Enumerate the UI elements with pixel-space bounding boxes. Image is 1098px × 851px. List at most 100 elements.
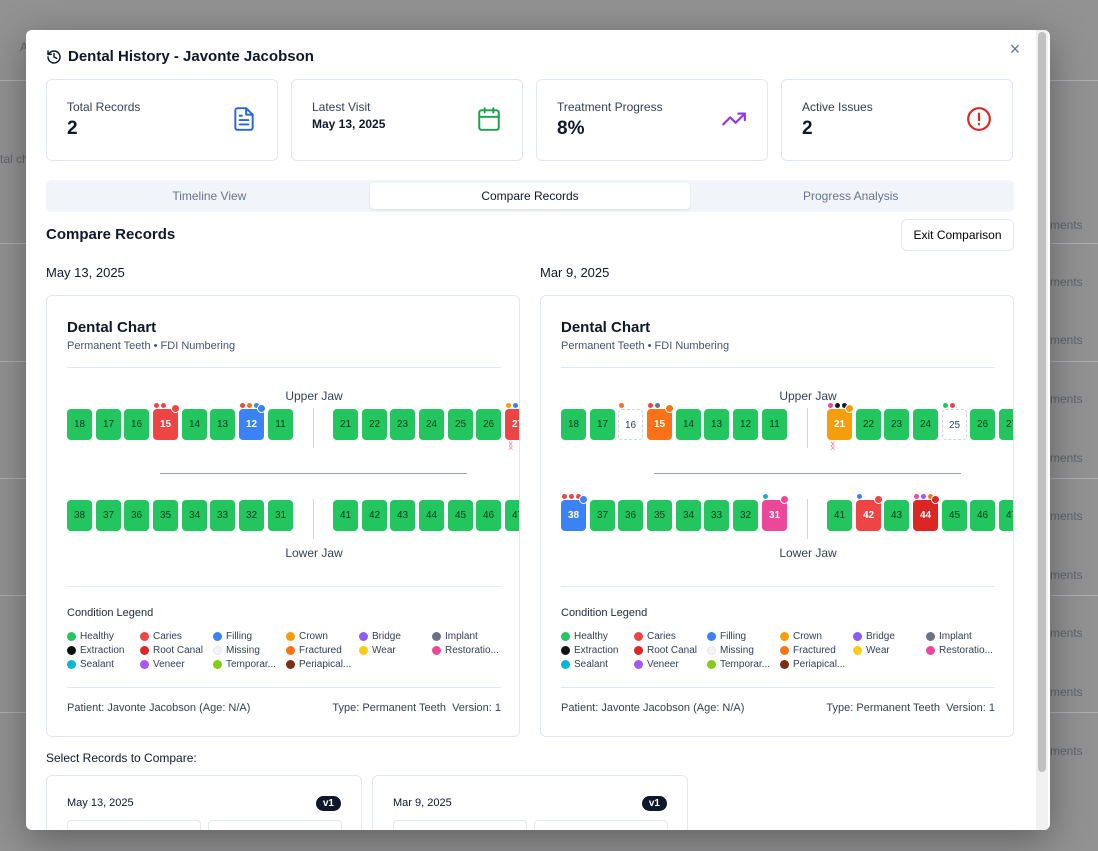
tooth-38[interactable]: 38 [67, 500, 92, 531]
legend-swatch [67, 632, 76, 641]
dental-history-dialog: Dental History - Javonte Jacobson Total … [26, 30, 1050, 830]
condition-marker [247, 403, 252, 408]
background-text: ments [1050, 685, 1083, 699]
legend-label: Healthy [80, 631, 114, 642]
record-select-option[interactable] [67, 820, 201, 830]
tooth-42[interactable]: 42 [856, 500, 881, 531]
tooth-44[interactable]: 44 [913, 500, 938, 531]
tooth-22[interactable]: 22 [362, 409, 387, 440]
tooth-27[interactable]: 27 [505, 409, 519, 440]
legend-swatch [707, 646, 716, 655]
tab-compare-records[interactable]: Compare Records [369, 183, 691, 209]
record-select-option[interactable] [534, 820, 668, 830]
tooth-25[interactable]: 25 [942, 409, 967, 440]
tooth-14[interactable]: 14 [676, 409, 701, 440]
tooth-26[interactable]: 26 [476, 409, 501, 440]
condition-marker [506, 403, 511, 408]
background-text: tal ch [0, 152, 29, 166]
tooth-35[interactable]: 35 [153, 500, 178, 531]
legend-label: Missing [226, 645, 260, 656]
tooth-46[interactable]: 46 [970, 500, 995, 531]
condition-marker [943, 403, 948, 408]
legend-item: Bridge [853, 631, 926, 642]
tooth-47[interactable]: 47 [505, 500, 519, 531]
tooth-32[interactable]: 32 [239, 500, 264, 531]
legend-label: Extraction [80, 645, 125, 656]
tooth-38[interactable]: 38 [561, 500, 586, 531]
tooth-44[interactable]: 44 [419, 500, 444, 531]
tooth-14[interactable]: 14 [182, 409, 207, 440]
tooth-21[interactable]: 21 [333, 409, 358, 440]
tooth-47[interactable]: 47 [999, 500, 1013, 531]
tooth-36[interactable]: 36 [124, 500, 149, 531]
record-select-option[interactable] [208, 820, 342, 830]
tooth-27[interactable]: 27 [999, 409, 1013, 440]
tooth-41[interactable]: 41 [827, 500, 852, 531]
tooth-45[interactable]: 45 [448, 500, 473, 531]
tooth-46[interactable]: 46 [476, 500, 501, 531]
tab-progress-analysis[interactable]: Progress Analysis [802, 189, 899, 203]
tooth-25[interactable]: 25 [448, 409, 473, 440]
tooth-34[interactable]: 34 [676, 500, 701, 531]
background-text: ments [1050, 451, 1083, 465]
tooth-34[interactable]: 34 [182, 500, 207, 531]
tooth-16[interactable]: 16 [124, 409, 149, 440]
tooth-31[interactable]: 31 [762, 500, 787, 531]
tooth-24[interactable]: 24 [913, 409, 938, 440]
tooth-21[interactable]: 21 [827, 409, 852, 440]
legend-swatch [359, 632, 368, 641]
history-icon [47, 49, 61, 64]
scrollbar-thumb[interactable] [1038, 32, 1046, 772]
legend-swatch [780, 632, 789, 641]
legend-label: Veneer [153, 659, 185, 670]
tooth-13[interactable]: 13 [704, 409, 729, 440]
tooth-43[interactable]: 43 [884, 500, 909, 531]
tooth-23[interactable]: 23 [884, 409, 909, 440]
view-tabs: Timeline View Compare Records Progress A… [46, 180, 1014, 212]
tooth-23[interactable]: 23 [390, 409, 415, 440]
tooth-22[interactable]: 22 [856, 409, 881, 440]
upper-jaw-label: Upper Jaw [285, 389, 343, 403]
tooth-33[interactable]: 33 [210, 500, 235, 531]
tooth-24[interactable]: 24 [419, 409, 444, 440]
tooth-45[interactable]: 45 [942, 500, 967, 531]
tooth-12[interactable]: 12 [733, 409, 758, 440]
tooth-31[interactable]: 31 [268, 500, 293, 531]
tooth-11[interactable]: 11 [268, 409, 293, 440]
tooth-11[interactable]: 11 [762, 409, 787, 440]
tooth-35[interactable]: 35 [647, 500, 672, 531]
tooth-17[interactable]: 17 [590, 409, 615, 440]
tooth-15[interactable]: 15 [647, 409, 672, 440]
stat-card-total-records: Total Records 2 [46, 79, 278, 161]
tooth-37[interactable]: 37 [96, 500, 121, 531]
condition-marker [161, 403, 166, 408]
tooth-13[interactable]: 13 [210, 409, 235, 440]
tab-timeline-view[interactable]: Timeline View [172, 189, 247, 203]
tooth-37[interactable]: 37 [590, 500, 615, 531]
close-dialog-button[interactable]: × [1009, 39, 1021, 59]
tooth-18[interactable]: 18 [67, 409, 92, 440]
tooth-15[interactable]: 15 [153, 409, 178, 440]
tooth-36[interactable]: 36 [618, 500, 643, 531]
legend-label: Filling [720, 631, 747, 642]
condition-marker [921, 494, 926, 499]
tooth-32[interactable]: 32 [733, 500, 758, 531]
tooth-16[interactable]: 16 [618, 409, 643, 440]
exit-comparison-button[interactable]: Exit Comparison [901, 219, 1014, 251]
dialog-scrollbar[interactable] [1036, 30, 1048, 830]
tooth-42[interactable]: 42 [362, 500, 387, 531]
tooth-43[interactable]: 43 [390, 500, 415, 531]
stat-card-treatment-progress: Treatment Progress 8% [536, 79, 768, 161]
record-select-option[interactable] [393, 820, 527, 830]
tooth-33[interactable]: 33 [704, 500, 729, 531]
tooth-26[interactable]: 26 [970, 409, 995, 440]
tooth-12[interactable]: 12 [239, 409, 264, 440]
record-select-card[interactable]: Mar 9, 2025 v1 [372, 775, 688, 830]
tooth-17[interactable]: 17 [96, 409, 121, 440]
tooth-18[interactable]: 18 [561, 409, 586, 440]
trending-up-icon [722, 112, 746, 126]
record-select-card[interactable]: May 13, 2025 v1 [46, 775, 362, 830]
tooth-41[interactable]: 41 [333, 500, 358, 531]
background-text: ments [1050, 568, 1083, 582]
chart-title: Dental Chart [67, 319, 157, 336]
